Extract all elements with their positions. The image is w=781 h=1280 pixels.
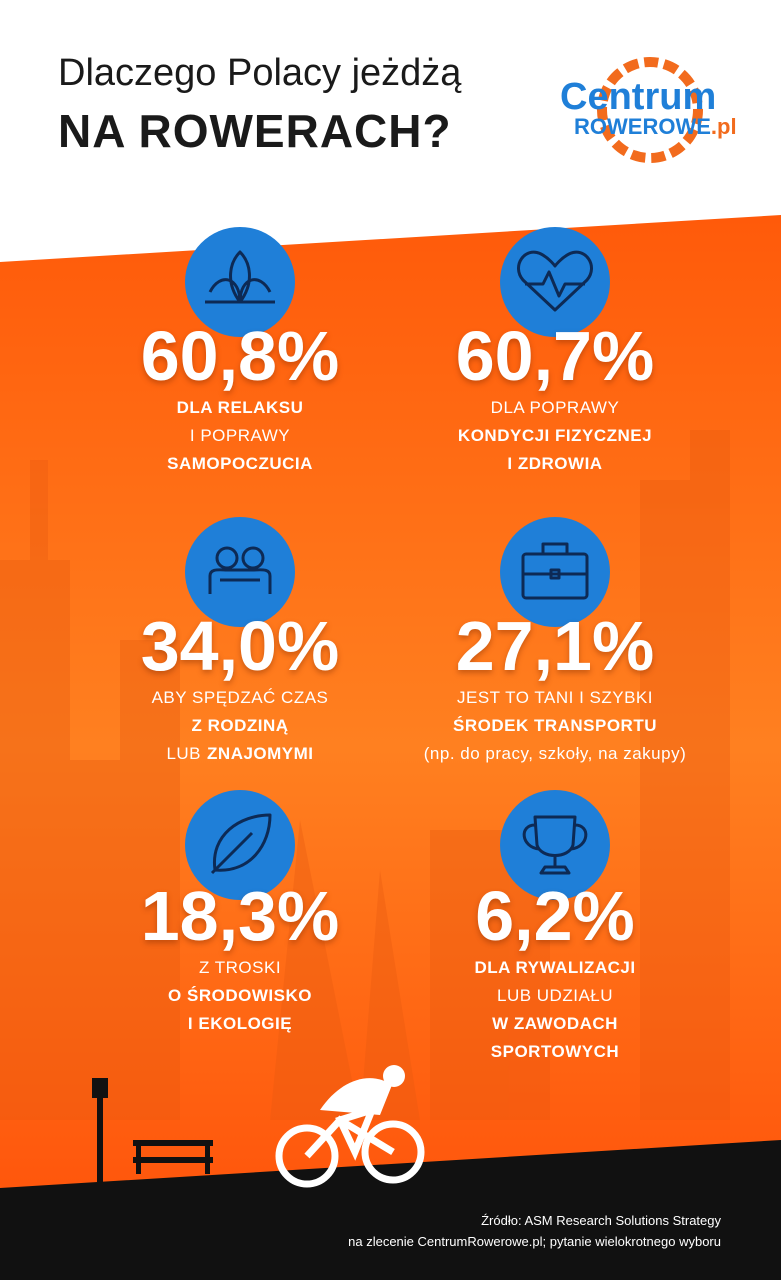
stat-text: W ZAWODACH (492, 1014, 618, 1033)
stat-line: DLA POPRAWY (390, 394, 720, 422)
stat-line: LUB ZNAJOMYMI (75, 740, 405, 768)
stat-text: ŚRODEK TRANSPORTU (452, 716, 657, 735)
stat-line: Z TROSKI (75, 954, 405, 982)
stat-text: SAMOPOCZUCIA (167, 454, 313, 473)
logo: Centrum ROWEROWE.pl (560, 78, 737, 138)
stat-text: KONDYCJI FIZYCZNEJ (457, 426, 653, 445)
stat-item: 60,8% DLA RELAKSU I POPRAWY SAMOPOCZUCIA (75, 318, 405, 478)
logo-text: Centrum (560, 76, 717, 118)
stat-text: (np. do pracy, szkoły, na zakupy) (423, 744, 687, 763)
icon (500, 227, 610, 337)
stat-text: I ZDROWIA (507, 454, 603, 473)
stat-item: 6,2% DLA RYWALIZACJI LUB UDZIAŁU W ZAWODACH… (390, 878, 720, 1066)
icon (500, 790, 610, 900)
stat-line: DLA RELAKSU (75, 394, 405, 422)
stat-line: JEST TO TANI I SZYBKI (390, 684, 720, 712)
stat-text: I EKOLOGIĘ (187, 1014, 293, 1033)
stat-text: I POPRAWY (189, 426, 291, 445)
stat-text: ZNAJOMYMI (207, 744, 314, 763)
source-line: na zlecenie CentrumRowerowe.pl; pytanie … (348, 1234, 721, 1249)
stat-line: DLA RYWALIZACJI (390, 954, 720, 982)
icon (185, 790, 295, 900)
logo-gear (597, 57, 703, 163)
stat-text: O ŚRODOWISKO (168, 986, 312, 1005)
title: Dlaczego Polacy jeżdżą (58, 52, 462, 94)
stat-item: 27,1% JEST TO TANI I SZYBKI ŚRODEK TRANSPO… (390, 608, 720, 768)
stat-line: SAMOPOCZUCIA (75, 450, 405, 478)
stat-text: LUB (166, 744, 202, 763)
stat-value: 18,3% (140, 877, 340, 955)
stat-text: SPORTOWYCH (490, 1042, 620, 1061)
source: Źródło: ASM Research Solutions Strategy … (348, 1210, 721, 1252)
stat-line: Z RODZINĄ (75, 712, 405, 740)
stat-item: 18,3% Z TROSKI O ŚRODOWISKO I EKOLOGIĘ (75, 878, 405, 1038)
stat-item: 34,0% ABY SPĘDZAĆ CZAS Z RODZINĄ LUB ZNAJOMY… (75, 608, 405, 768)
stat-line: I ZDROWIA (390, 450, 720, 478)
logo-text: ROWEROWE.pl (574, 116, 737, 138)
stat-value: 27,1% (455, 607, 655, 685)
stat-text: DLA RYWALIZACJI (474, 958, 636, 977)
stat-line: LUB UDZIAŁU (390, 982, 720, 1010)
title: NA ROWERACH? (58, 105, 452, 157)
stat-value: 34,0% (140, 607, 340, 685)
stat-value: 60,8% (140, 317, 340, 395)
stat-text: Z TROSKI (198, 958, 282, 977)
stat-line: ŚRODEK TRANSPORTU (390, 712, 720, 740)
logo-text: ROWEROWE (574, 114, 711, 139)
stat-item: 60,7% DLA POPRAWY KONDYCJI FIZYCZNEJ I ZDRO… (390, 318, 720, 478)
stat-line: I POPRAWY (75, 422, 405, 450)
stat-line: ABY SPĘDZAĆ CZAS (75, 684, 405, 712)
stat-line: (np. do pracy, szkoły, na zakupy) (390, 740, 720, 768)
stat-line: O ŚRODOWISKO (75, 982, 405, 1010)
icon (185, 517, 295, 627)
logo-text: .pl (710, 114, 737, 139)
stat-text: DLA POPRAWY (490, 398, 620, 417)
stat-text: ABY SPĘDZAĆ CZAS (151, 688, 329, 707)
stat-line: KONDYCJI FIZYCZNEJ (390, 422, 720, 450)
stat-text: LUB UDZIAŁU (496, 986, 614, 1005)
source-line: Źródło: ASM Research Solutions Strategy (481, 1213, 721, 1228)
stat-line: W ZAWODACH (390, 1010, 720, 1038)
stat-value: 60,7% (455, 317, 655, 395)
stat-line: SPORTOWYCH (390, 1038, 720, 1066)
stat-text: Z RODZINĄ (191, 716, 289, 735)
icon (185, 227, 295, 337)
stat-value: 6,2% (475, 877, 635, 955)
stat-text: JEST TO TANI I SZYBKI (457, 688, 653, 707)
stat-line: I EKOLOGIĘ (75, 1010, 405, 1038)
icon (500, 517, 610, 627)
stat-text: DLA RELAKSU (176, 398, 304, 417)
